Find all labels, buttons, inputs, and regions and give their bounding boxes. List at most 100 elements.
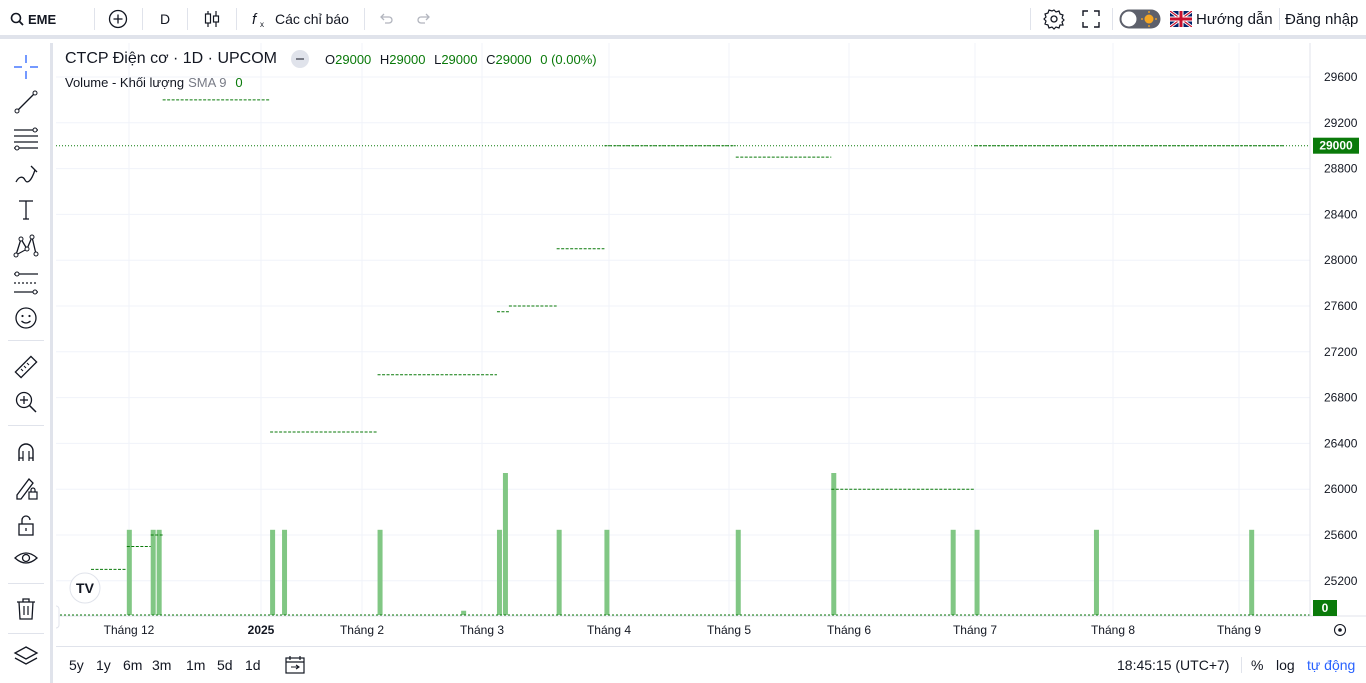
layers-icon: [13, 646, 39, 665]
y-tick-label: 29200: [1324, 116, 1358, 130]
calendar-range-icon: [285, 656, 305, 674]
object-tree-tool[interactable]: [10, 641, 42, 673]
volume-value: 0: [235, 74, 243, 90]
theme-toggle[interactable]: [1119, 0, 1161, 38]
x-tick-label: Tháng 5: [707, 623, 751, 637]
log-scale-button[interactable]: log: [1276, 647, 1295, 683]
trash-icon: [17, 598, 35, 620]
close-value: 29000: [495, 51, 532, 67]
volume-bar: [1093, 529, 1099, 615]
trend-line-tool[interactable]: [10, 86, 42, 118]
high-value: 29000: [389, 51, 426, 67]
volume-bar: [496, 529, 502, 615]
range-button-6m[interactable]: 6m: [123, 657, 143, 673]
range-button-1m[interactable]: 1m: [186, 657, 206, 673]
low-key: L: [434, 51, 442, 67]
fullscreen-icon: [1082, 10, 1100, 28]
prediction-tool[interactable]: [10, 267, 42, 299]
range-button-3m[interactable]: 3m: [152, 657, 172, 673]
fibonacci-icon: [14, 127, 38, 151]
emoji-tool[interactable]: [10, 302, 42, 334]
price-chart[interactable]: 29600 29200 28800 28400 28000 27600 27200 26800…: [56, 43, 1366, 644]
high-key: H: [379, 51, 390, 67]
y-tick-label: 25200: [1324, 574, 1358, 588]
interval-button[interactable]: D: [160, 0, 170, 38]
series-title[interactable]: CTCP Điện cơ · 1D · UPCOM: [65, 50, 277, 67]
lock-tool[interactable]: [10, 509, 42, 541]
unlock-icon: [18, 515, 34, 536]
lock-drawings-tool[interactable]: [10, 472, 42, 504]
settings-button[interactable]: [1043, 0, 1065, 38]
percent-label: %: [1251, 657, 1264, 673]
range-button-1d[interactable]: 1d: [245, 657, 261, 673]
y-tick-label: 29600: [1324, 70, 1358, 84]
volume-title[interactable]: Volume - Khối lượng: [65, 74, 185, 90]
collapse-handle[interactable]: ‹: [56, 605, 60, 629]
y-tick-label: 25600: [1324, 528, 1358, 542]
percent-scale-button[interactable]: %: [1251, 647, 1263, 683]
indicators-label: Các chỉ báo: [275, 11, 349, 27]
uk-flag-icon: [1170, 11, 1192, 27]
open-value: 29000: [335, 51, 372, 67]
hide-drawings-tool[interactable]: [10, 542, 42, 574]
volume-legend: Volume - Khối lượng SMA 9 0: [65, 74, 243, 90]
login-label: Đăng nhập: [1285, 10, 1359, 28]
volume-bar: [461, 610, 467, 615]
svg-text:29000: 29000: [1319, 139, 1353, 153]
measure-lines-icon: [14, 271, 38, 295]
login-button[interactable]: Đăng nhập: [1285, 0, 1358, 38]
go-to-date-button[interactable]: [284, 647, 306, 683]
volume-bar: [377, 529, 383, 615]
chart-type-button[interactable]: [202, 0, 222, 38]
guide-button[interactable]: Hướng dẫn: [1170, 0, 1273, 38]
symbol-search-button[interactable]: EME: [10, 0, 56, 38]
auto-scale-button[interactable]: tự động: [1307, 647, 1355, 683]
price-axis[interactable]: 29600 29200 28800 28400 28000 27600 27200 26800…: [1313, 70, 1359, 616]
crosshair-tool[interactable]: [10, 51, 42, 83]
pattern-tool[interactable]: [10, 230, 42, 262]
search-icon: [10, 12, 24, 26]
guide-label: Hướng dẫn: [1196, 10, 1273, 28]
zoom-tool[interactable]: [10, 386, 42, 418]
legend-dot-menu[interactable]: [291, 50, 309, 68]
range-button-5d[interactable]: 5d: [217, 657, 233, 673]
volume-bar: [556, 529, 562, 615]
range-button-1y[interactable]: 1y: [96, 657, 111, 673]
y-tick-label: 26800: [1324, 391, 1358, 405]
volume-bar: [282, 529, 288, 615]
magnet-tool[interactable]: [10, 436, 42, 468]
time-axis[interactable]: Tháng 12 2025 Tháng 2 Tháng 3 Tháng 4 Tháng 5…: [104, 623, 1262, 637]
trend-line-icon: [14, 90, 38, 114]
volume-bar: [1249, 529, 1255, 615]
range-button-5y[interactable]: 5y: [69, 657, 84, 673]
text-tool[interactable]: [10, 194, 42, 226]
timezone-button[interactable]: 18:45:15 (UTC+7): [1117, 647, 1229, 683]
redo-button[interactable]: [416, 0, 432, 38]
undo-button[interactable]: [378, 0, 394, 38]
bottom-toolbar: 5y 1y 6m 3m 1m 5d 1d 18:45:15 (UTC+7) % log tự…: [56, 646, 1366, 683]
compare-button[interactable]: [108, 0, 128, 38]
y-tick-label: 28800: [1324, 162, 1358, 176]
axis-settings-icon: [1333, 623, 1347, 637]
last-price-label: 29000: [1313, 137, 1359, 154]
candles-icon: [204, 11, 220, 27]
volume-sma: SMA 9: [188, 74, 227, 90]
fullscreen-button[interactable]: [1082, 0, 1100, 38]
y-tick-label: 27600: [1324, 299, 1358, 313]
x-tick-label: Tháng 7: [953, 623, 997, 637]
x-tick-label: Tháng 2: [340, 623, 384, 637]
tradingview-logo: TV: [69, 572, 101, 604]
symbol-label: EME: [28, 11, 57, 27]
time-axis-settings[interactable]: [1333, 623, 1347, 637]
volume-bar: [502, 473, 508, 615]
x-tick-label: Tháng 6: [827, 623, 871, 637]
volume-bar: [150, 529, 156, 615]
text-icon: [19, 200, 33, 220]
fib-tool[interactable]: [10, 122, 42, 154]
ruler-tool[interactable]: [10, 351, 42, 383]
delete-drawings-tool[interactable]: [10, 593, 42, 625]
brush-tool[interactable]: [10, 159, 42, 191]
brush-icon: [15, 165, 38, 183]
